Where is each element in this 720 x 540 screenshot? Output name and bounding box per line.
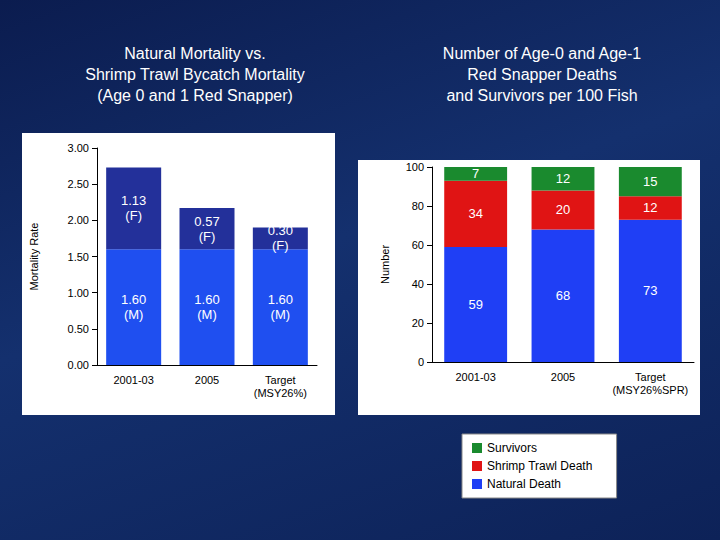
svg-text:Red Snapper Deaths: Red Snapper Deaths	[467, 66, 616, 83]
svg-text:68: 68	[556, 288, 570, 303]
svg-text:2.00: 2.00	[68, 214, 89, 226]
svg-text:Natural Death: Natural Death	[487, 477, 561, 491]
svg-text:1.60: 1.60	[194, 292, 219, 307]
svg-text:(F): (F)	[125, 208, 142, 223]
svg-text:12: 12	[556, 171, 570, 186]
svg-text:0.30: 0.30	[268, 223, 293, 238]
svg-text:(F): (F)	[199, 229, 216, 244]
svg-text:1.50: 1.50	[68, 251, 89, 263]
svg-text:2005: 2005	[195, 374, 219, 386]
svg-text:15: 15	[643, 174, 657, 189]
svg-text:7: 7	[472, 166, 479, 181]
svg-text:0.57: 0.57	[194, 214, 219, 229]
svg-text:0.50: 0.50	[68, 323, 89, 335]
svg-text:Natural Mortality vs.: Natural Mortality vs.	[124, 45, 265, 62]
svg-text:Target: Target	[265, 374, 296, 386]
svg-text:(M): (M)	[197, 307, 217, 322]
svg-text:Shrimp Trawl Bycatch Mortality: Shrimp Trawl Bycatch Mortality	[85, 66, 305, 83]
svg-text:59: 59	[468, 297, 482, 312]
svg-text:2.50: 2.50	[68, 178, 89, 190]
svg-text:0.00: 0.00	[68, 359, 89, 371]
svg-text:20: 20	[412, 317, 424, 329]
svg-text:(M): (M)	[271, 307, 291, 322]
svg-text:Shrimp Trawl Death: Shrimp Trawl Death	[487, 459, 592, 473]
svg-text:100: 100	[406, 161, 424, 173]
svg-text:80: 80	[412, 200, 424, 212]
svg-text:34: 34	[468, 206, 482, 221]
svg-text:(F): (F)	[272, 238, 289, 253]
svg-text:Number: Number	[379, 245, 391, 284]
svg-text:(M): (M)	[124, 307, 144, 322]
svg-text:2001-03: 2001-03	[455, 371, 495, 383]
svg-text:1.60: 1.60	[121, 292, 146, 307]
svg-text:2001-03: 2001-03	[113, 374, 153, 386]
svg-text:60: 60	[412, 239, 424, 251]
svg-text:3.00: 3.00	[68, 142, 89, 154]
svg-text:Mortality Rate: Mortality Rate	[28, 223, 40, 291]
svg-text:(MSY26%SPR): (MSY26%SPR)	[612, 384, 688, 396]
svg-text:(Age 0 and 1 Red Snapper): (Age 0 and 1 Red Snapper)	[97, 87, 293, 104]
svg-text:1.13: 1.13	[121, 193, 146, 208]
svg-text:(MSY26%): (MSY26%)	[254, 387, 307, 399]
svg-text:and Survivors per 100 Fish: and Survivors per 100 Fish	[446, 87, 637, 104]
svg-text:0: 0	[418, 356, 424, 368]
svg-text:12: 12	[643, 200, 657, 215]
svg-text:Number of Age-0 and Age-1: Number of Age-0 and Age-1	[443, 45, 641, 62]
svg-text:Survivors: Survivors	[487, 441, 537, 455]
svg-text:2005: 2005	[551, 371, 575, 383]
svg-text:20: 20	[556, 202, 570, 217]
svg-text:1.00: 1.00	[68, 287, 89, 299]
svg-text:Target: Target	[635, 371, 666, 383]
svg-text:73: 73	[643, 283, 657, 298]
svg-text:40: 40	[412, 278, 424, 290]
svg-text:1.60: 1.60	[268, 292, 293, 307]
